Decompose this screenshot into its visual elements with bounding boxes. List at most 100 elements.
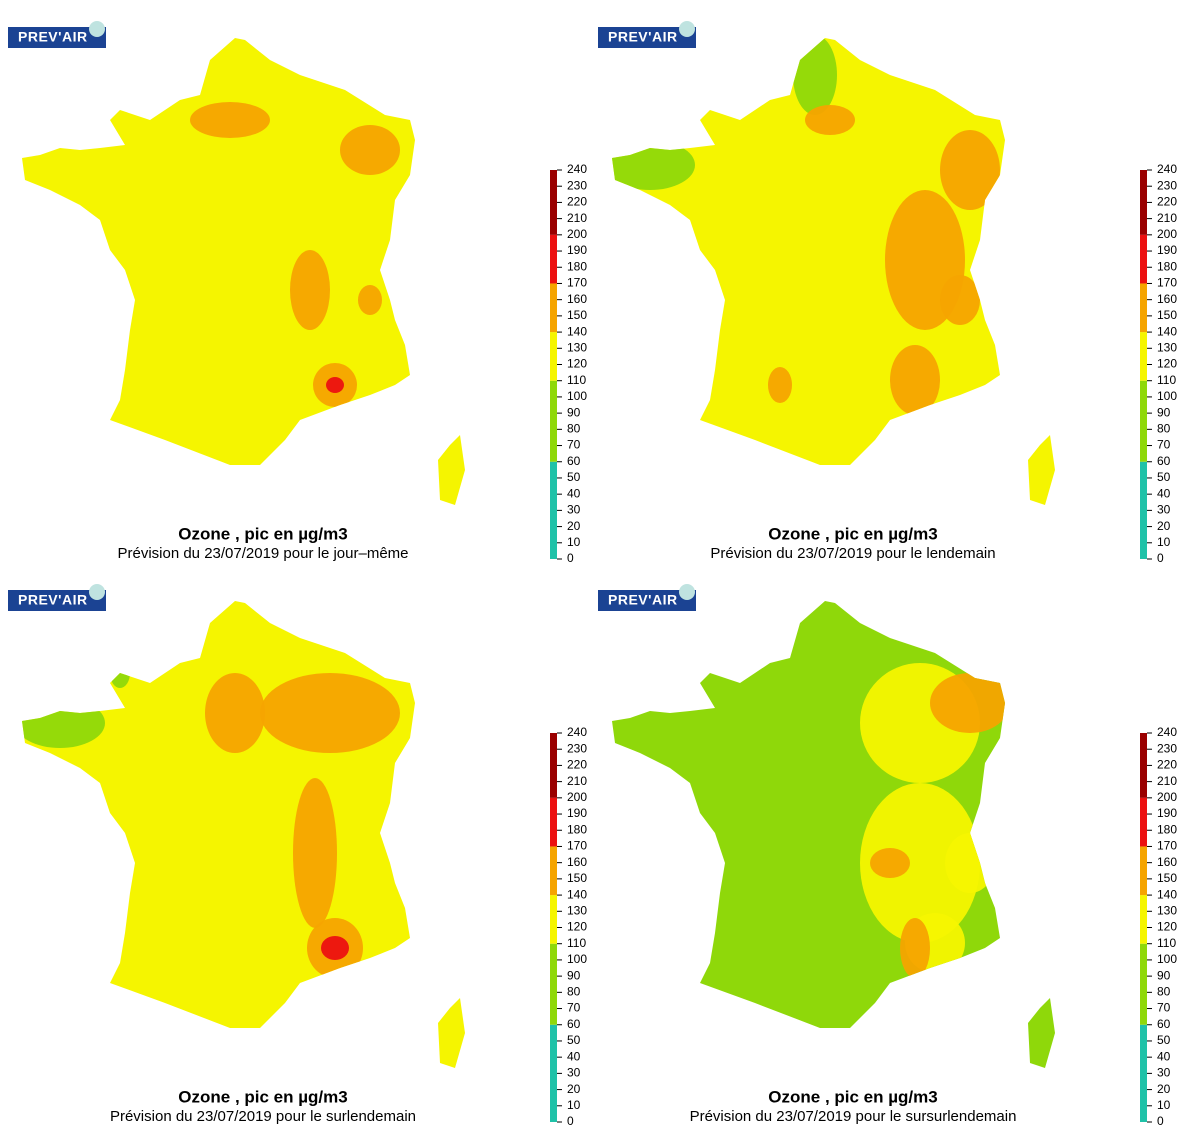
colorbar-band [1140,1024,1147,1122]
colorbar-label: 160 [567,855,587,869]
logo: PREV'AIR [18,29,88,45]
colorbar-label: 90 [567,968,581,982]
colorbar-label: 210 [1157,774,1177,788]
colorbar-label: 220 [1157,758,1177,772]
colorbar-label: 230 [1157,741,1177,755]
colorbar-band [550,797,557,847]
map-title: Ozone , pic en µg/m3 [768,524,937,543]
colorbar-label: 180 [567,822,587,836]
colorbar-band [550,895,557,944]
concentration-area [22,698,105,748]
logo-box [8,27,106,48]
map-subtitle: Prévision du 23/07/2019 pour le sursurle… [690,1108,1017,1125]
colorbar-label: 240 [1157,162,1177,176]
colorbar-band [1140,461,1147,559]
colorbar-label: 10 [567,1098,581,1112]
colorbar-label: 200 [1157,227,1177,241]
colorbar-band [550,332,557,381]
colorbar-label: 40 [567,1049,581,1063]
colorbar-band [1140,895,1147,944]
concentration-area [945,833,995,893]
colorbar-band [550,170,557,235]
concentration-area [290,250,330,330]
logo-box [598,590,696,611]
concentration-area [930,673,1010,733]
map-subtitle: Prévision du 23/07/2019 pour le surlende… [110,1108,416,1125]
colorbar-label: 30 [1157,1066,1171,1080]
colorbar-label: 240 [567,725,587,739]
map-title: Ozone , pic en µg/m3 [768,1087,937,1106]
colorbar-label: 70 [1157,1001,1171,1015]
colorbar-label: 150 [1157,308,1177,322]
concentration-area [860,783,980,943]
colorbar-label: 120 [567,357,587,371]
colorbar-band [550,733,557,798]
colorbar-label: 150 [567,871,587,885]
colorbar-label: 10 [567,535,581,549]
colorbar-label: 50 [1157,1033,1171,1047]
map-fill [22,601,465,1068]
colorbar-label: 160 [1157,292,1177,306]
colorbar-label: 130 [567,903,587,917]
colorbar-label: 70 [567,1001,581,1015]
colorbar-label: 140 [567,324,587,338]
logo: PREV'AIR [608,592,678,608]
concentration-area [870,848,910,878]
colorbar-label: 10 [1157,1098,1171,1112]
map-subtitle: Prévision du 23/07/2019 pour le lendemai… [710,545,995,562]
colorbar-label: 140 [1157,887,1177,901]
map-panel: PREV'AIR Ozone , pic en µg/m3 Prévision du… [8,21,587,565]
colorbar-band [1140,797,1147,847]
colorbar-label: 130 [1157,340,1177,354]
colorbar-label: 20 [567,519,581,533]
colorbar-label: 30 [567,503,581,517]
logo: PREV'AIR [608,29,678,45]
colorbar-label: 30 [567,1066,581,1080]
map [612,38,1055,505]
concentration-area [358,285,382,315]
colorbar-label: 0 [567,1114,574,1128]
colorbar-label: 0 [567,551,574,565]
colorbar-label: 20 [1157,1082,1171,1096]
concentration-area [940,130,1000,210]
colorbar-label: 180 [1157,822,1177,836]
colorbar-label: 20 [567,1082,581,1096]
map [612,601,1055,1068]
colorbar-label: 20 [1157,519,1171,533]
colorbar-label: 110 [567,373,586,387]
colorbar-label: 110 [1157,936,1176,950]
colorbar-label: 100 [1157,389,1177,403]
colorbar-label: 90 [1157,405,1171,419]
colorbar-band [1140,170,1147,235]
colorbar-label: 220 [1157,195,1177,209]
colorbar-label: 80 [567,985,581,999]
concentration-area [205,673,265,753]
map-panel: PREV'AIR Ozone , pic en µg/m3 Prévision du… [8,584,587,1128]
colorbar-band [550,234,557,284]
logo-box [598,27,696,48]
colorbar-label: 60 [567,454,581,468]
concentration-area [900,918,930,978]
concentration-area [940,275,980,325]
colorbar-band [550,943,557,1025]
map-panel: PREV'AIR Ozone , pic en µg/m3 Prévision du… [598,21,1177,565]
colorbar-band [1140,380,1147,462]
colorbar-band [1140,332,1147,381]
colorbar-label: 0 [1157,551,1164,565]
colorbar-label: 170 [567,839,587,853]
colorbar-label: 70 [1157,438,1171,452]
colorbar-band [1140,846,1147,896]
colorbar-label: 230 [567,178,587,192]
colorbar-label: 80 [1157,422,1171,436]
colorbar-band [550,846,557,896]
concentration-area [293,778,337,928]
colorbar-label: 200 [1157,790,1177,804]
colorbar-label: 170 [1157,839,1177,853]
concentration-area [793,38,837,115]
colorbar-label: 230 [567,741,587,755]
colorbar-label: 120 [1157,920,1177,934]
colorbar-label: 210 [567,211,587,225]
colorbar-label: 240 [1157,725,1177,739]
logo-box [8,590,106,611]
